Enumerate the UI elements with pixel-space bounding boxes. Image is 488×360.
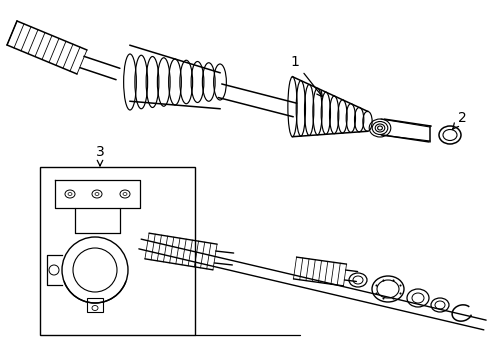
Text: 3: 3: [96, 145, 104, 166]
Text: 2: 2: [452, 111, 466, 129]
Text: 1: 1: [290, 55, 322, 97]
Bar: [87, 298, 103, 312]
Bar: [40, 167, 195, 335]
